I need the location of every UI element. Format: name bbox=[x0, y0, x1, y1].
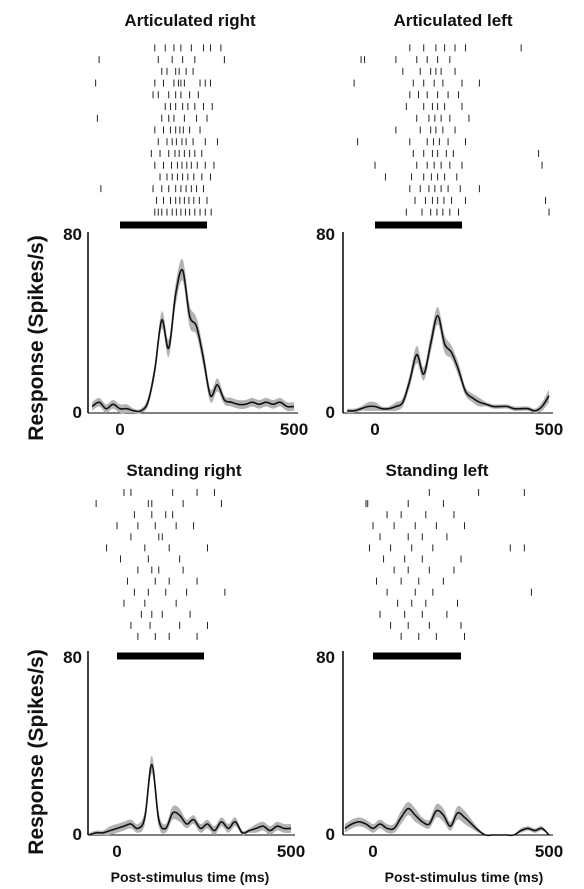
panel-3: 80 0 0 500 bbox=[316, 489, 563, 861]
x-tick-label: 0 bbox=[115, 420, 124, 439]
panel-title-articulated-right: Articulated right bbox=[124, 11, 256, 30]
x-tick-label: 500 bbox=[280, 420, 308, 439]
x-tick-label: 0 bbox=[112, 842, 121, 861]
sem-band bbox=[89, 755, 291, 836]
sem-band bbox=[347, 307, 549, 414]
panel-1: 80 0 0 500 bbox=[316, 44, 563, 439]
panel-title-standing-right: Standing right bbox=[126, 461, 242, 480]
y-tick-label: 80 bbox=[63, 225, 82, 244]
sem-band bbox=[344, 801, 549, 836]
y-tick-label: 0 bbox=[73, 403, 82, 422]
mean-response-line bbox=[91, 268, 295, 413]
y-tick-label: 80 bbox=[63, 648, 82, 667]
panel-0: 80 0 0 500 bbox=[63, 44, 308, 439]
mean-response-line bbox=[347, 314, 550, 412]
sem-band bbox=[92, 258, 294, 414]
x-tick-label: 500 bbox=[535, 842, 563, 861]
y-tick-label: 0 bbox=[326, 403, 335, 422]
y-tick-label: 80 bbox=[316, 648, 335, 667]
mean-response-line bbox=[344, 807, 550, 837]
panel-2: 80 0 0 500 bbox=[63, 489, 305, 861]
stimulus-bar bbox=[375, 221, 462, 229]
mean-response-line bbox=[88, 763, 292, 836]
stimulus-bar bbox=[120, 221, 207, 229]
stimulus-bar bbox=[373, 652, 461, 660]
y-tick-label: 80 bbox=[316, 225, 335, 244]
x-tick-label: 500 bbox=[277, 842, 305, 861]
y-axis-label-bottom: Response (Spikes/s) bbox=[25, 649, 48, 854]
x-tick-label: 500 bbox=[535, 420, 563, 439]
y-tick-label: 0 bbox=[326, 825, 335, 844]
y-axis-label-top: Response (Spikes/s) bbox=[25, 235, 48, 440]
panel-title-articulated-left: Articulated left bbox=[393, 11, 512, 30]
x-axis-label-left: Post-stimulus time (ms) bbox=[111, 869, 270, 885]
x-axis-label-right: Post-stimulus time (ms) bbox=[385, 869, 544, 885]
panel-title-standing-left: Standing left bbox=[386, 461, 489, 480]
x-tick-label: 0 bbox=[368, 842, 377, 861]
stimulus-bar bbox=[117, 652, 204, 660]
x-tick-label: 0 bbox=[370, 420, 379, 439]
plots-layer: 80 0 0 500 80 0 0 500 80 0 0 500 80 0 0 500 bbox=[63, 44, 563, 861]
y-tick-label: 0 bbox=[73, 825, 82, 844]
